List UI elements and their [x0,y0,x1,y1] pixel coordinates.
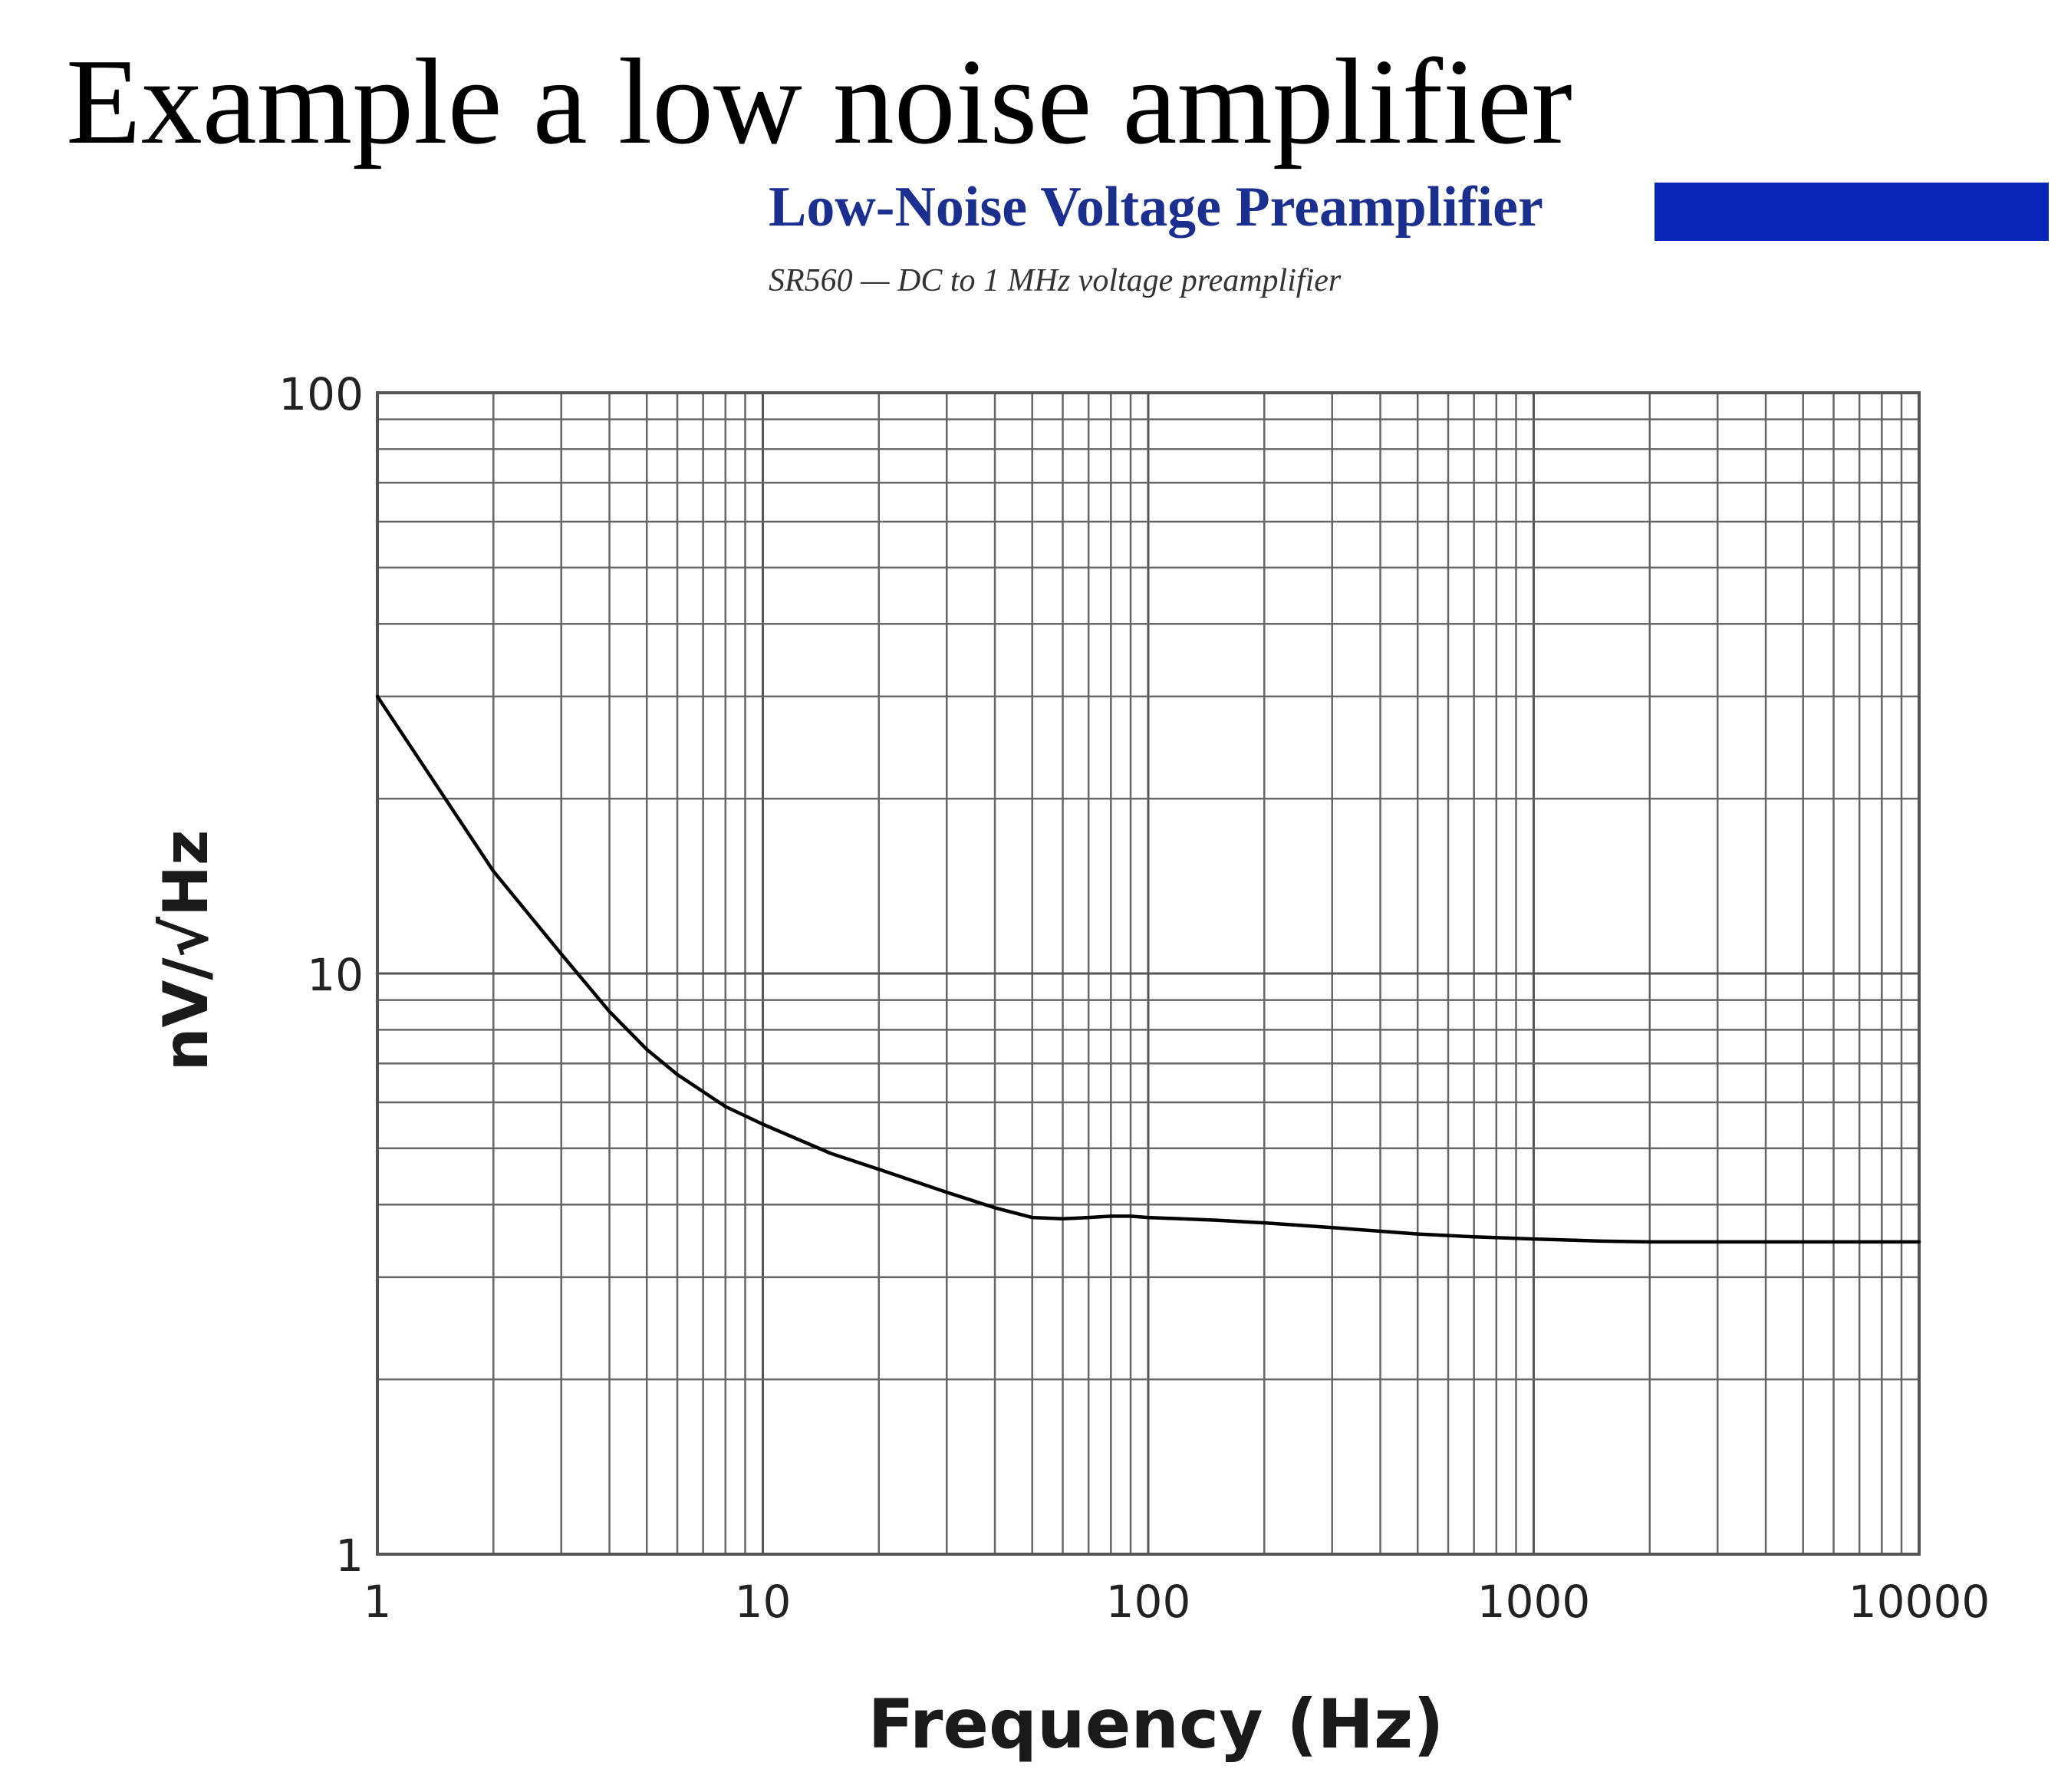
chart-grid [376,393,1919,1556]
y-tick-label: 10 [307,949,364,1001]
datasheet-title: Low-Noise Voltage Preamplifier [769,176,1543,239]
page-title: Example a low noise amplifier [66,33,1572,170]
noise-density-line [375,694,1921,1244]
x-tick-label: 1 [364,1576,392,1628]
plot-frame [376,391,1921,1556]
x-tick-label: 10000 [1849,1576,1990,1628]
x-tick-label: 10 [735,1576,792,1628]
y-tick-label: 100 [278,368,364,420]
datasheet-subtitle: SR560 — DC to 1 MHz voltage preamplifier [769,263,1342,298]
tick-labels: 1 10 100 1000 10000 1 10 100 [278,368,1990,1628]
header-color-bar [1654,183,2049,241]
series-group [375,694,1921,1244]
y-axis-label: nV/√Hz [150,830,222,1072]
x-tick-label: 1000 [1477,1576,1591,1628]
y-tick-label: 1 [335,1530,364,1582]
x-axis-label: Frequency (Hz) [868,1685,1444,1764]
x-tick-label: 100 [1106,1576,1191,1628]
